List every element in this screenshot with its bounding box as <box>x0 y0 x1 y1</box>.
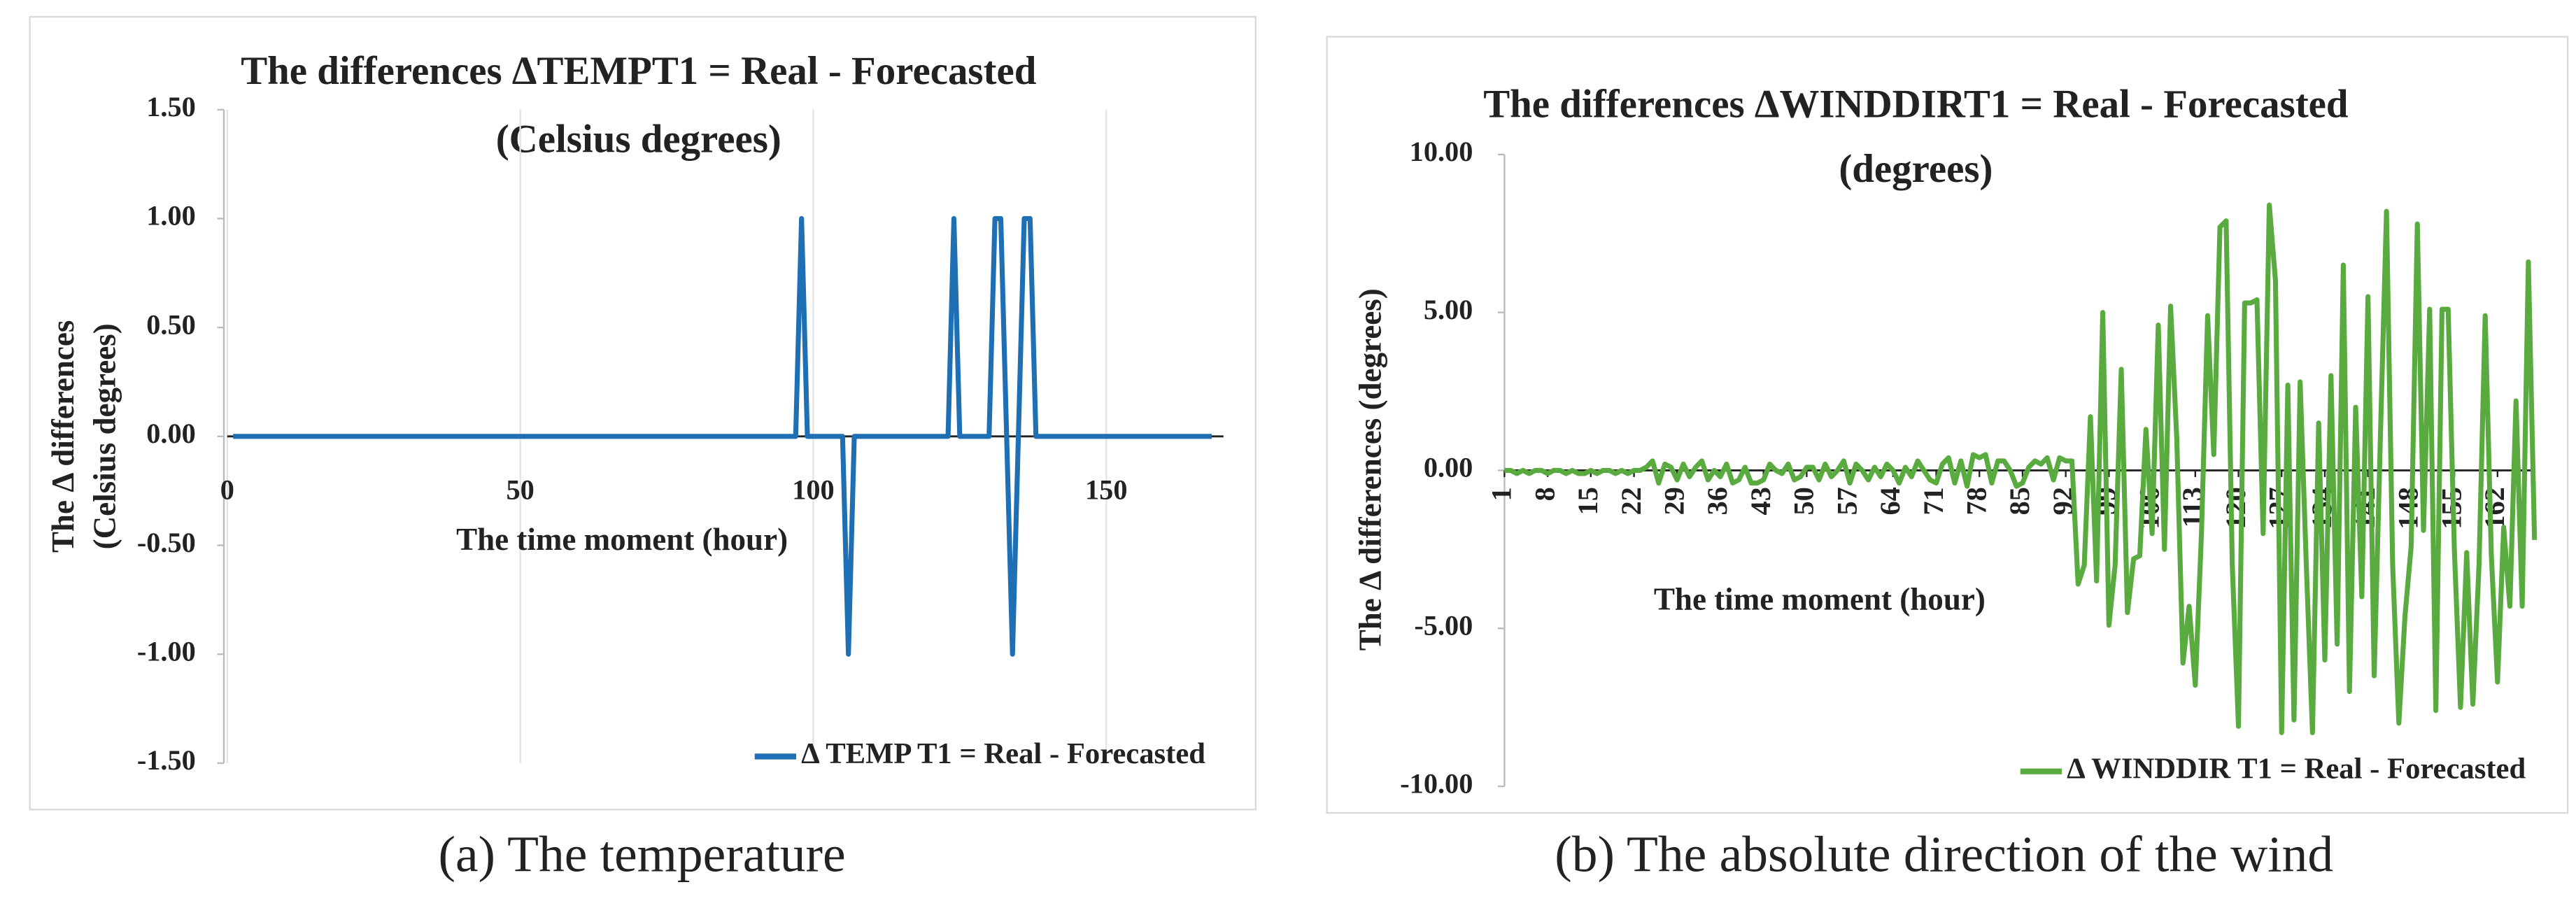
x-tick-label: 15 <box>1572 487 1604 515</box>
legend-label: Δ WINDDIR T1 = Real - Forecasted <box>2067 753 2526 786</box>
y-tick-label: 0.00 <box>146 418 196 449</box>
x-axis-title: The time moment (hour) <box>1654 581 1986 616</box>
x-tick-label: 120 <box>2220 487 2251 529</box>
panel-frame <box>1326 36 2569 814</box>
chart-title: The differences ΔWINDDIRT1 = Real - Fore… <box>1483 82 2348 126</box>
x-tick-label: 57 <box>1831 487 1862 515</box>
x-tick-label: 150 <box>1085 474 1127 506</box>
x-tick-label: 85 <box>2004 487 2035 515</box>
caption: (a) The temperature <box>438 825 845 882</box>
y-tick-label: 0.50 <box>146 308 196 340</box>
x-tick-label: 162 <box>2479 487 2510 529</box>
x-tick-label: 71 <box>1918 487 1949 515</box>
x-tick-label: 64 <box>1874 487 1906 515</box>
x-tick-label: 0 <box>220 474 234 506</box>
data-line <box>1504 202 2538 735</box>
x-axis-title: The time moment (hour) <box>456 522 788 557</box>
x-tick-label: 78 <box>1961 487 1993 515</box>
x-tick-label: 100 <box>792 474 834 506</box>
x-tick-label: 148 <box>2393 487 2424 529</box>
y-axis-title: (Celsius degrees) <box>87 323 122 549</box>
y-tick-label: 5.00 <box>1424 294 1473 325</box>
legend-label: Δ TEMP T1 = Real - Forecasted <box>801 737 1205 770</box>
x-tick-label: 29 <box>1659 487 1690 515</box>
x-tick-label: 43 <box>1745 487 1776 515</box>
y-tick-label: 0.00 <box>1424 452 1473 483</box>
y-tick-label: 1.00 <box>146 200 196 232</box>
y-tick-label: 1.50 <box>146 91 196 122</box>
y-tick-label: -0.50 <box>137 527 196 558</box>
y-tick-label: -5.00 <box>1414 610 1473 641</box>
y-axis-title: The Δ differences <box>45 320 80 553</box>
chart-title: The differences ΔTEMPT1 = Real - Forecas… <box>241 49 1036 93</box>
x-tick-label: 50 <box>1788 487 1820 515</box>
chart-subtitle: (degrees) <box>1839 147 1993 191</box>
y-tick-label: -10.00 <box>1400 767 1473 799</box>
caption: (b) The absolute direction of the wind <box>1555 825 2333 882</box>
x-tick-label: 36 <box>1701 487 1733 515</box>
y-tick-label: 10.00 <box>1410 136 1473 167</box>
x-tick-label: 22 <box>1615 487 1647 515</box>
data-line <box>233 215 1212 657</box>
x-tick-label: 8 <box>1529 487 1560 501</box>
x-tick-label: 50 <box>506 474 534 506</box>
y-tick-label: -1.50 <box>137 744 196 776</box>
chart-subtitle: (Celsius degrees) <box>496 117 781 161</box>
y-tick-label: -1.00 <box>137 635 196 667</box>
y-axis-title: The Δ differences (degrees) <box>1352 288 1387 651</box>
panel-frame <box>29 15 1257 811</box>
x-tick-label: 1 <box>1486 487 1517 501</box>
